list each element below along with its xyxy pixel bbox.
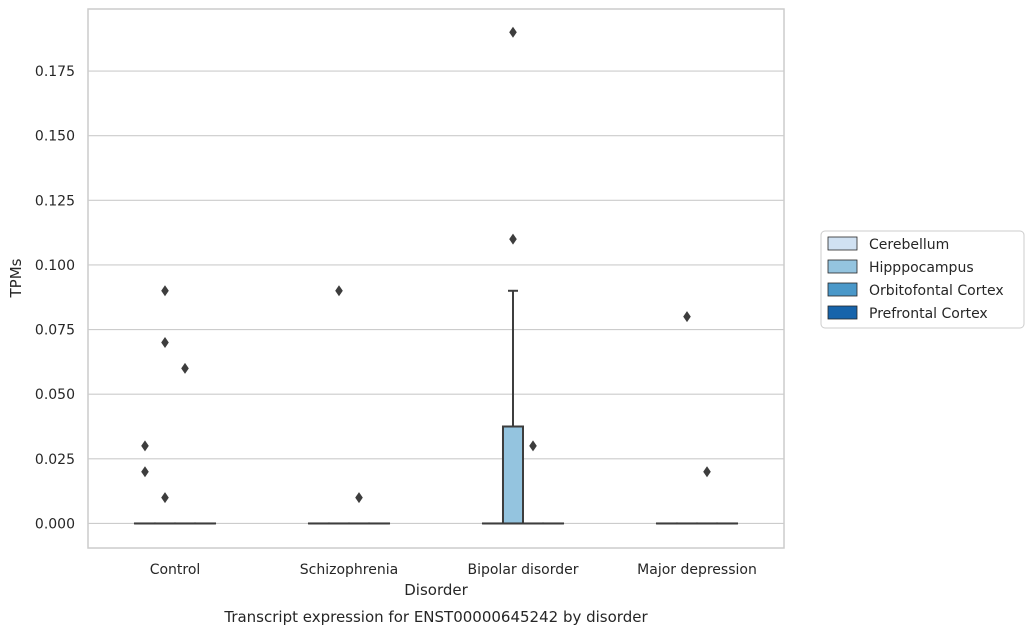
legend-label: Orbitofontal Cortex — [869, 283, 1004, 299]
plot-frame — [87, 8, 785, 549]
box — [501, 425, 524, 525]
outlier-point — [141, 466, 149, 478]
y-tick-label: 0.025 — [35, 452, 75, 468]
outlier-point — [355, 492, 363, 504]
x-tick-label: Control — [150, 562, 201, 578]
outlier-point — [161, 336, 169, 348]
x-axis-ticks: Control Schizophrenia Bipolar disorder Majo… — [150, 562, 757, 578]
y-axis-title: TPMs — [7, 258, 25, 298]
legend-label: Prefrontal Cortex — [869, 306, 988, 322]
legend-swatch — [827, 282, 858, 297]
x-tick-label: Bipolar disorder — [467, 562, 578, 578]
chart-caption: Transcript expression for ENST0000064524… — [223, 608, 648, 626]
outlier-point — [509, 26, 517, 38]
plot-marks — [133, 26, 739, 525]
outlier-point — [161, 492, 169, 504]
x-tick-label: Major depression — [637, 562, 757, 578]
outlier-point — [703, 466, 711, 478]
legend-label: Cerebellum — [869, 237, 949, 253]
y-tick-label: 0.075 — [35, 323, 75, 339]
legend: Cerebellum Hipppocampus Orbitofontal Corte… — [820, 230, 1025, 329]
legend-frame — [820, 230, 1025, 329]
x-tick-label: Schizophrenia — [300, 562, 398, 578]
legend-swatch — [827, 236, 858, 251]
y-tick-label: 0.050 — [35, 387, 75, 403]
outlier-point — [509, 233, 517, 245]
outlier-point — [335, 285, 343, 297]
x-axis-title: Disorder — [404, 581, 468, 599]
outlier-point — [181, 362, 189, 374]
legend-label: Hipppocampus — [869, 260, 974, 276]
outlier-point — [161, 285, 169, 297]
y-tick-label: 0.000 — [35, 516, 75, 532]
y-tick-label: 0.125 — [35, 193, 75, 209]
outlier-point — [529, 440, 537, 452]
y-tick-label: 0.100 — [35, 258, 75, 274]
y-tick-label: 0.150 — [35, 129, 75, 145]
y-tick-label: 0.175 — [35, 64, 75, 80]
y-axis-ticks: 0.000 0.025 0.050 0.075 0.100 0.125 0.150 0.175 — [35, 64, 75, 532]
legend-swatch — [827, 259, 858, 274]
outlier-point — [683, 311, 691, 323]
legend-swatch — [827, 305, 858, 320]
outlier-point — [141, 440, 149, 452]
box-group — [501, 26, 524, 525]
